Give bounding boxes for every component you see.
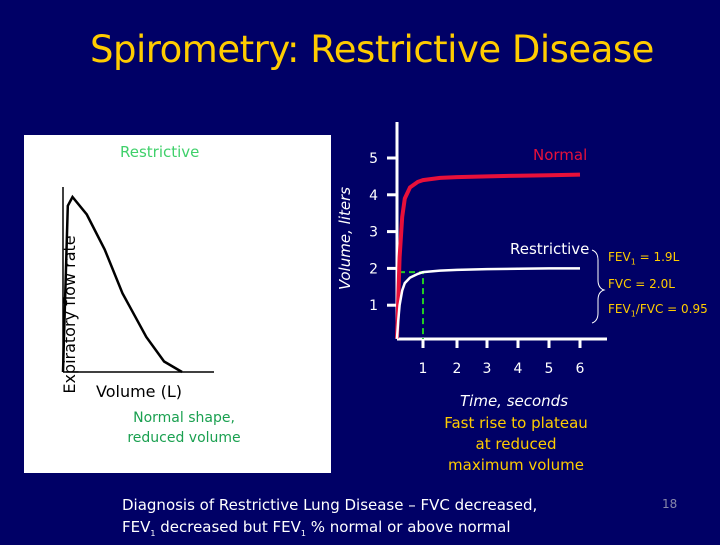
slide-title: Spirometry: Restrictive Disease xyxy=(90,28,654,71)
flow-volume-curve xyxy=(61,194,183,374)
flow-caption: Normal shape, reduced volume xyxy=(114,408,254,448)
y-tick-label: 5 xyxy=(369,151,378,167)
vt-caption-line: at reduced xyxy=(475,435,557,453)
flow-caption-line: Normal shape, xyxy=(133,410,235,426)
flow-volume-chart xyxy=(61,187,214,374)
bracket xyxy=(591,249,606,324)
y-tick-label: 1 xyxy=(369,298,378,314)
y-tick-label: 2 xyxy=(369,261,378,277)
fvc-stat: FVC = 2.0L xyxy=(608,277,675,291)
normal-curve xyxy=(395,172,581,339)
fev1-guide-line xyxy=(399,271,424,339)
vt-y-label: Volume, liters xyxy=(336,186,354,290)
restrictive-series-label: Restrictive xyxy=(510,240,590,258)
x-tick-label: 6 xyxy=(576,361,585,377)
normal-series-label: Normal xyxy=(533,146,588,164)
vt-x-label: Time, seconds xyxy=(460,392,569,410)
restrictive-curve xyxy=(395,267,580,339)
ratio-stat: FEV1/FVC = 0.95 xyxy=(608,302,708,319)
flow-volume-panel: Restrictive Expiratory flow rate Volume … xyxy=(24,135,331,473)
footer-text: Diagnosis of Restrictive Lung Disease – … xyxy=(122,494,537,545)
x-tick-label: 1 xyxy=(419,361,428,377)
x-tick-label: 3 xyxy=(483,361,492,377)
vt-caption-line: maximum volume xyxy=(448,456,584,474)
flow-caption-line: reduced volume xyxy=(127,430,241,446)
y-tick-label: 3 xyxy=(369,225,378,241)
y-tick-label: 4 xyxy=(369,188,378,204)
fev1-stat: FEV1 = 1.9L xyxy=(608,250,680,267)
page-number: 18 xyxy=(662,497,678,511)
x-tick-label: 5 xyxy=(545,361,554,377)
x-tick-label: 4 xyxy=(514,361,523,377)
flow-x-label: Volume (L) xyxy=(96,382,182,401)
footer-line-1: Diagnosis of Restrictive Lung Disease – … xyxy=(122,496,538,514)
footer-line-2: FEV1 decreased but FEV1 % normal or abov… xyxy=(122,518,511,538)
flow-volume-title: Restrictive xyxy=(120,143,200,161)
vt-caption-line: Fast rise to plateau xyxy=(444,414,588,432)
x-tick-label: 2 xyxy=(453,361,462,377)
vt-caption: Fast rise to plateau at reduced maximum … xyxy=(430,413,602,476)
